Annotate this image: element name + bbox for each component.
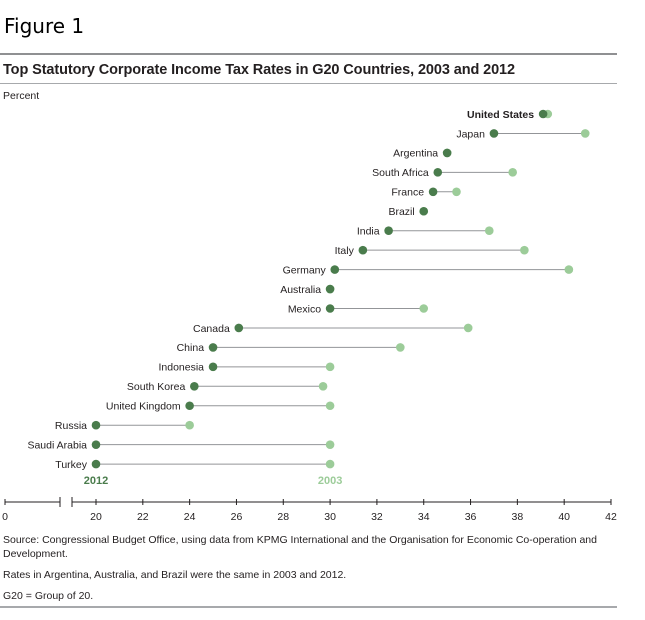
- category-label-germany: Germany: [283, 264, 327, 276]
- point-2003-china: [396, 343, 405, 352]
- category-label-japan: Japan: [456, 128, 485, 140]
- category-label-france: France: [391, 187, 424, 199]
- dumbbell-chart: United States Japan Argentina South Africa F…: [2, 109, 617, 523]
- legend-2012: 2012: [84, 475, 108, 487]
- point-2012-australia: [325, 284, 335, 294]
- category-label-south-africa: South Africa: [372, 167, 429, 179]
- point-2012-mexico: [325, 304, 335, 313]
- legend-2003: 2003: [318, 475, 342, 487]
- point-2003-turkey: [325, 459, 335, 469]
- category-label-united-kingdom: United Kingdom: [106, 401, 181, 413]
- point-2003-italy: [520, 245, 529, 255]
- x-tick-label-0: 0: [2, 511, 8, 523]
- category-label-italy: Italy: [335, 245, 355, 257]
- point-2003-germany: [564, 265, 574, 274]
- point-2012-south-africa: [433, 168, 443, 177]
- category-label-mexico: Mexico: [288, 303, 321, 315]
- category-label-australia: Australia: [280, 284, 321, 296]
- x-tick-label-30: 30: [324, 511, 336, 523]
- point-2012-turkey: [91, 459, 101, 469]
- point-2012-japan: [489, 129, 499, 138]
- y-unit-label: Percent: [3, 90, 40, 102]
- point-2012-germany: [330, 265, 340, 274]
- point-2012-italy: [358, 245, 368, 255]
- category-label-saudi-arabia: Saudi Arabia: [27, 439, 87, 451]
- bottom-rule: [0, 606, 617, 608]
- x-tick-label-36: 36: [465, 511, 477, 523]
- point-2003-india: [484, 226, 494, 235]
- point-2012-indonesia: [208, 362, 218, 372]
- g20-note: G20 = Group of 20.: [3, 590, 94, 602]
- category-label-turkey: Turkey: [55, 459, 87, 471]
- point-2003-japan: [580, 129, 590, 138]
- point-2012-china: [208, 343, 218, 352]
- point-2003-russia: [185, 420, 194, 430]
- category-label-south-korea: South Korea: [127, 381, 186, 393]
- x-tick-label-34: 34: [418, 511, 430, 523]
- point-2012-saudi-arabia: [91, 440, 101, 449]
- category-label-argentina: Argentina: [393, 148, 438, 160]
- point-2012-canada: [234, 323, 244, 333]
- title-rule: [0, 83, 617, 84]
- point-2012-south-korea: [190, 382, 199, 391]
- x-tick-label-24: 24: [184, 511, 196, 523]
- top-rule: [0, 53, 617, 55]
- category-label-india: India: [357, 226, 380, 238]
- x-tick-label-26: 26: [231, 511, 243, 523]
- category-label-united-states: United States: [467, 109, 534, 121]
- point-2003-united-kingdom: [325, 401, 335, 411]
- category-label-china: China: [177, 342, 205, 354]
- x-tick-label-38: 38: [512, 511, 524, 523]
- x-tick-label-22: 22: [137, 511, 149, 523]
- chart-title: Top Statutory Corporate Income Tax Rates…: [3, 62, 515, 78]
- point-2003-indonesia: [325, 362, 335, 372]
- point-2003-south-korea: [318, 382, 328, 391]
- category-label-canada: Canada: [193, 323, 230, 335]
- point-2012-united-kingdom: [185, 401, 194, 411]
- x-tick-label-28: 28: [277, 511, 289, 523]
- x-tick-label-32: 32: [371, 511, 383, 523]
- point-2012-france: [428, 187, 438, 197]
- category-label-brazil: Brazil: [388, 206, 414, 218]
- x-tick-label-42: 42: [605, 511, 617, 523]
- same-rate-note: Rates in Argentina, Australia, and Brazi…: [3, 569, 347, 581]
- category-label-indonesia: Indonesia: [158, 362, 204, 374]
- figure-label: Figure 1: [4, 14, 85, 38]
- point-2003-france: [452, 187, 461, 197]
- point-2003-saudi-arabia: [325, 440, 335, 449]
- point-2003-mexico: [419, 304, 429, 313]
- source-note: Source: Congressional Budget Office, usi…: [3, 534, 597, 560]
- x-tick-label-40: 40: [558, 511, 570, 523]
- point-2003-south-africa: [508, 168, 517, 177]
- category-label-russia: Russia: [55, 420, 87, 432]
- point-2012-india: [384, 226, 393, 235]
- point-2012-united-states: [538, 109, 548, 119]
- point-2003-canada: [463, 323, 473, 333]
- x-tick-label-20: 20: [90, 511, 102, 523]
- point-2012-russia: [91, 420, 101, 430]
- point-2012-argentina: [442, 148, 452, 158]
- point-2012-brazil: [419, 206, 429, 216]
